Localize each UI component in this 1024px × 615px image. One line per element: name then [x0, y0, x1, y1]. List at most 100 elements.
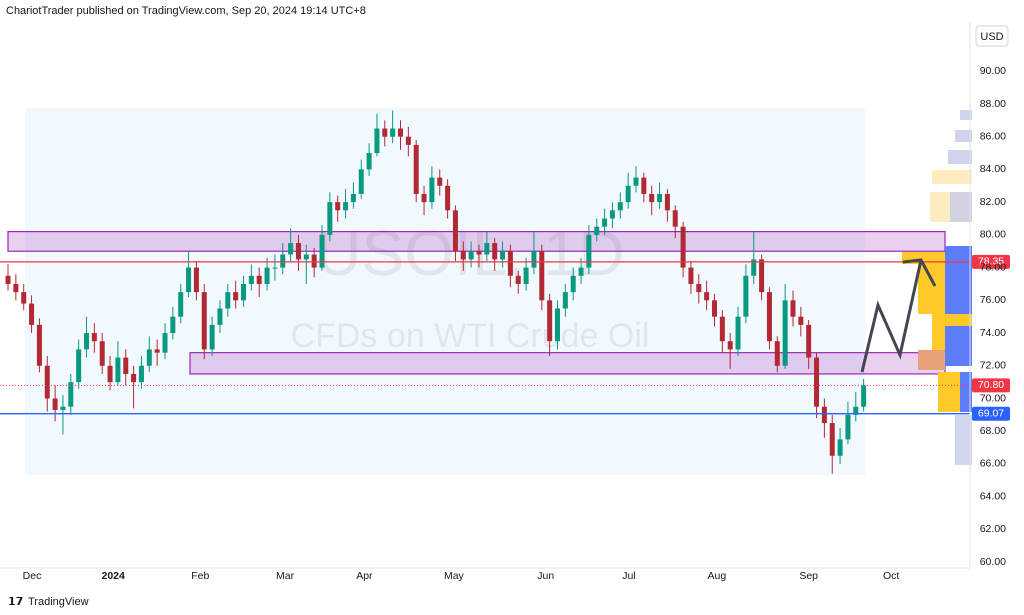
candle-body — [625, 185, 631, 203]
candle-body — [178, 292, 184, 317]
zone — [189, 352, 946, 375]
candle-body — [366, 153, 372, 170]
candle-body — [343, 202, 349, 211]
x-tick-label: Mar — [276, 570, 295, 582]
candle-body — [672, 210, 678, 227]
y-tick-label: 84.00 — [980, 163, 1006, 175]
candle-body — [123, 357, 129, 374]
candle-body — [727, 341, 733, 350]
candle-body — [719, 316, 725, 342]
projection-arrow — [860, 259, 923, 373]
x-tick-label: Dec — [23, 570, 42, 582]
candle-body — [562, 292, 568, 309]
candle-body — [52, 398, 58, 410]
candle-body — [594, 226, 600, 235]
candle-body — [115, 357, 121, 383]
candle-body — [751, 259, 757, 276]
y-tick-label: 74.00 — [980, 327, 1006, 339]
y-tick-label: 90.00 — [980, 65, 1006, 77]
y-tick-label: 88.00 — [980, 98, 1006, 110]
y-tick-label: 78.00 — [980, 261, 1006, 273]
candle-body — [696, 283, 702, 293]
y-tick-label: 70.00 — [980, 392, 1006, 404]
x-tick-label: Sep — [799, 570, 818, 582]
candle-body — [138, 365, 144, 383]
candle-body — [664, 193, 670, 211]
candle-body — [295, 243, 301, 260]
candle-body — [445, 185, 451, 211]
candle-body — [523, 267, 529, 284]
price-tag — [972, 254, 1010, 269]
candle-body — [704, 292, 710, 301]
candle-body — [5, 275, 11, 284]
highlight-box — [25, 108, 865, 475]
candle-body — [641, 177, 647, 194]
x-tick-label: Aug — [708, 570, 727, 582]
candle-body — [335, 202, 341, 211]
candle-body — [60, 406, 66, 410]
y-tick-label: 64.00 — [980, 490, 1006, 502]
y-tick-label: 66.00 — [980, 458, 1006, 470]
candle-body — [766, 292, 772, 342]
y-tick-label: 82.00 — [980, 196, 1006, 208]
candle-body — [217, 308, 223, 325]
candle-body — [280, 254, 286, 268]
candle-body — [531, 251, 537, 268]
candle-body — [131, 373, 137, 383]
price-tag-label: 78.35 — [978, 256, 1004, 268]
candle-body — [288, 243, 294, 255]
candle-body — [209, 324, 215, 350]
candle-body — [837, 439, 843, 456]
candle-body — [36, 324, 42, 366]
candle-body — [437, 177, 443, 186]
candle-body — [421, 193, 427, 203]
candle-body — [460, 251, 466, 260]
x-tick-label: Jul — [622, 570, 635, 582]
candle-body — [649, 193, 655, 203]
candle-body — [154, 349, 160, 353]
publisher-line: ChariotTrader published on TradingView.c… — [6, 5, 366, 17]
candle-body — [711, 300, 717, 317]
y-tick-label: 68.00 — [980, 425, 1006, 437]
candle-body — [91, 333, 97, 342]
candle-body — [146, 349, 152, 366]
candle-body — [492, 243, 498, 260]
candle-body — [617, 202, 623, 211]
candle-body — [405, 136, 411, 145]
candle-body — [539, 251, 545, 301]
candle-body — [68, 382, 74, 407]
candle-body — [735, 316, 741, 350]
candle-body — [44, 365, 50, 399]
price-tag — [972, 378, 1010, 393]
candle-body — [29, 303, 35, 325]
candle-body — [657, 193, 663, 203]
candle-body — [829, 423, 835, 456]
candle-body — [225, 292, 231, 309]
plot-area — [0, 22, 970, 568]
candle-body — [256, 275, 262, 284]
zone — [7, 230, 946, 252]
x-tick-label: Apr — [356, 570, 373, 582]
candle-body — [264, 267, 270, 284]
candle-body — [84, 333, 90, 350]
candle-body — [547, 300, 553, 342]
currency-button[interactable] — [975, 25, 1009, 47]
candle-body — [609, 210, 615, 219]
candle-body — [311, 254, 317, 268]
price-tag — [972, 406, 1010, 421]
candle-body — [798, 316, 804, 325]
candle-body — [743, 275, 749, 317]
currency[interactable]: USD — [980, 31, 1003, 43]
candle-body — [390, 128, 396, 137]
candle-body — [170, 316, 176, 334]
candle-body — [107, 365, 113, 383]
candle-body — [303, 254, 309, 260]
candle-body — [821, 406, 827, 424]
candle-body — [782, 300, 788, 366]
y-tick-label: 62.00 — [980, 523, 1006, 535]
candle-body — [272, 267, 278, 269]
candle-body — [162, 333, 168, 353]
y-tick-label: 86.00 — [980, 130, 1006, 142]
candle-body — [382, 128, 388, 137]
